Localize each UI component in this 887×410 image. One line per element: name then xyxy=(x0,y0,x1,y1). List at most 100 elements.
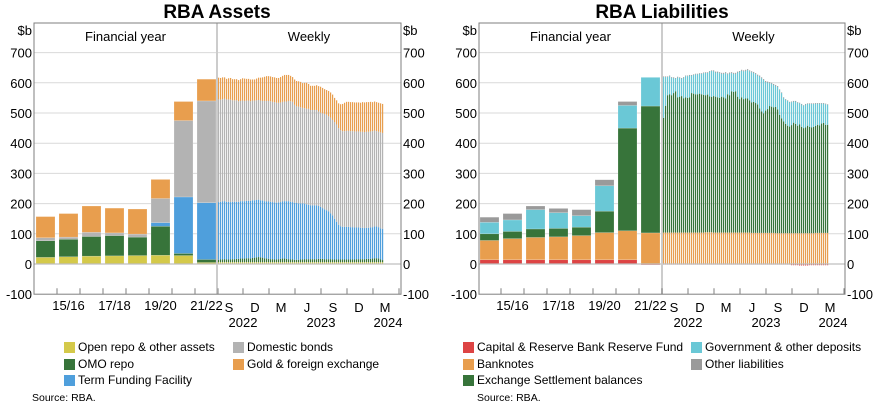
bar-weekly-open-repo-other-assets xyxy=(364,262,366,264)
legend-label: Government & other deposits xyxy=(705,340,862,354)
bar-weekly-exchange-settlement-balances xyxy=(755,103,757,233)
bar-weekly-banknotes xyxy=(693,232,695,264)
bar-weekly-domestic-bonds xyxy=(240,100,242,202)
bar-weekly-term-funding-facility xyxy=(268,201,270,259)
bar-weekly-other-liabilities xyxy=(693,74,695,75)
bar-weekly-other-liabilities xyxy=(757,74,759,76)
bar-weekly-government-other-deposits xyxy=(665,77,667,106)
legend-item-government-other-deposits: Government & other deposits xyxy=(691,340,861,354)
bar-weekly-domestic-bonds xyxy=(220,99,222,202)
bar-weekly-banknotes xyxy=(667,232,669,264)
bar-weekly-open-repo-other-assets xyxy=(354,262,356,264)
bar-weekly-gold-foreign-exchange xyxy=(358,102,360,132)
bar-weekly-gold-foreign-exchange xyxy=(352,102,354,132)
bar-weekly-domestic-bonds xyxy=(336,124,338,222)
bar-weekly-gold-foreign-exchange xyxy=(246,78,248,101)
bar-weekly-other-liabilities xyxy=(697,73,699,75)
x-tick-label-fy: 19/20 xyxy=(144,298,177,313)
bar-weekly-government-other-deposits xyxy=(745,70,747,99)
bar-weekly-open-repo-other-assets xyxy=(220,262,222,264)
bar-weekly-government-other-deposits xyxy=(791,102,793,126)
bar-weekly-omo-repo xyxy=(256,257,258,263)
bar-weekly-open-repo-other-assets xyxy=(312,262,314,264)
bar-weekly-open-repo-other-assets xyxy=(342,262,344,264)
bar-weekly-domestic-bonds xyxy=(246,100,248,201)
bar-weekly-term-funding-facility xyxy=(284,201,286,259)
bar-weekly-omo-repo xyxy=(304,259,306,263)
bar-weekly-banknotes xyxy=(823,232,825,264)
bar-weekly-omo-repo xyxy=(302,259,304,263)
bar-weekly-other-liabilities xyxy=(701,73,703,74)
y-tick-label-left: 100 xyxy=(10,227,32,242)
bar-weekly-gold-foreign-exchange xyxy=(250,79,252,102)
bar-weekly-banknotes xyxy=(753,232,755,264)
bar-weekly-gold-foreign-exchange xyxy=(374,101,376,131)
bar-weekly-exchange-settlement-balances xyxy=(805,127,807,234)
bar-weekly-banknotes xyxy=(811,233,813,264)
bar-weekly-gold-foreign-exchange xyxy=(362,102,364,132)
bar-weekly-banknotes xyxy=(783,233,785,264)
bar-weekly-open-repo-other-assets xyxy=(294,262,296,264)
bar-weekly-banknotes xyxy=(729,232,731,264)
bar-weekly-capital-reserve-bank-reserve-fund xyxy=(825,264,827,266)
bar-weekly-government-other-deposits xyxy=(741,70,743,98)
bar-weekly-banknotes xyxy=(791,233,793,264)
bar-weekly-term-funding-facility xyxy=(326,210,328,260)
legend-item-term-funding-facility: Term Funding Facility xyxy=(64,373,192,387)
bar-weekly-banknotes xyxy=(673,232,675,264)
bar-weekly-other-liabilities xyxy=(795,100,797,102)
bar-weekly-term-funding-facility xyxy=(244,201,246,259)
bar-weekly-domestic-bonds xyxy=(284,101,286,202)
legend-item-omo-repo: OMO repo xyxy=(64,357,134,371)
bar-weekly-open-repo-other-assets xyxy=(218,262,220,264)
bar-weekly-other-liabilities xyxy=(781,92,783,94)
bar-weekly-exchange-settlement-balances xyxy=(785,123,787,234)
bar-weekly-open-repo-other-assets xyxy=(320,262,322,264)
bar-weekly-exchange-settlement-balances xyxy=(793,122,795,234)
bar-weekly-banknotes xyxy=(795,233,797,264)
bar-fy-omo-repo-17-18 xyxy=(104,235,125,257)
bar-weekly-domestic-bonds xyxy=(224,98,226,202)
y-tick-label-left: 700 xyxy=(455,46,477,61)
bar-weekly-exchange-settlement-balances xyxy=(719,97,721,233)
bar-weekly-domestic-bonds xyxy=(296,106,298,203)
bar-weekly-omo-repo xyxy=(366,258,368,263)
bar-weekly-domestic-bonds xyxy=(372,131,374,228)
bar-weekly-open-repo-other-assets xyxy=(232,262,234,264)
bar-weekly-other-liabilities xyxy=(753,71,755,73)
bar-weekly-open-repo-other-assets xyxy=(290,262,292,264)
bar-weekly-banknotes xyxy=(695,232,697,264)
bar-weekly-omo-repo xyxy=(338,259,340,263)
bar-weekly-exchange-settlement-balances xyxy=(713,96,715,233)
legend-label: Exchange Settlement balances xyxy=(477,373,643,387)
bar-weekly-government-other-deposits xyxy=(805,104,807,128)
bar-weekly-term-funding-facility xyxy=(228,201,230,260)
y-tick-label-right: 400 xyxy=(847,136,869,151)
bar-weekly-government-other-deposits xyxy=(677,77,679,98)
bar-weekly-government-other-deposits xyxy=(827,104,829,125)
bar-weekly-capital-reserve-bank-reserve-fund xyxy=(809,264,811,266)
bar-weekly-capital-reserve-bank-reserve-fund xyxy=(819,264,821,266)
bar-weekly-term-funding-facility xyxy=(302,203,304,260)
bar-weekly-exchange-settlement-balances xyxy=(717,97,719,233)
bar-weekly-open-repo-other-assets xyxy=(276,262,278,264)
bar-fy-capital-reserve-bank-reserve-fund-14-15 xyxy=(479,259,500,265)
bar-fy-banknotes-21-22 xyxy=(640,232,661,265)
bar-weekly-term-funding-facility xyxy=(314,205,316,260)
bar-weekly-exchange-settlement-balances xyxy=(665,105,667,233)
bar-weekly-other-liabilities xyxy=(723,72,725,74)
y-axis-unit-left: $b xyxy=(463,23,477,38)
x-tick-label-fy: 17/18 xyxy=(98,298,131,313)
bar-weekly-term-funding-facility xyxy=(310,205,312,260)
bar-weekly-government-other-deposits xyxy=(775,85,777,107)
bar-weekly-other-liabilities xyxy=(665,76,667,78)
bar-weekly-gold-foreign-exchange xyxy=(316,85,318,110)
legend-swatch xyxy=(691,358,702,370)
bar-weekly-exchange-settlement-balances xyxy=(731,91,733,233)
bar-weekly-domestic-bonds xyxy=(242,100,244,202)
bar-weekly-open-repo-other-assets xyxy=(314,262,316,264)
bar-weekly-banknotes xyxy=(721,232,723,264)
bar-weekly-government-other-deposits xyxy=(687,76,689,98)
bar-weekly-domestic-bonds xyxy=(264,100,266,202)
bar-weekly-government-other-deposits xyxy=(779,90,781,115)
